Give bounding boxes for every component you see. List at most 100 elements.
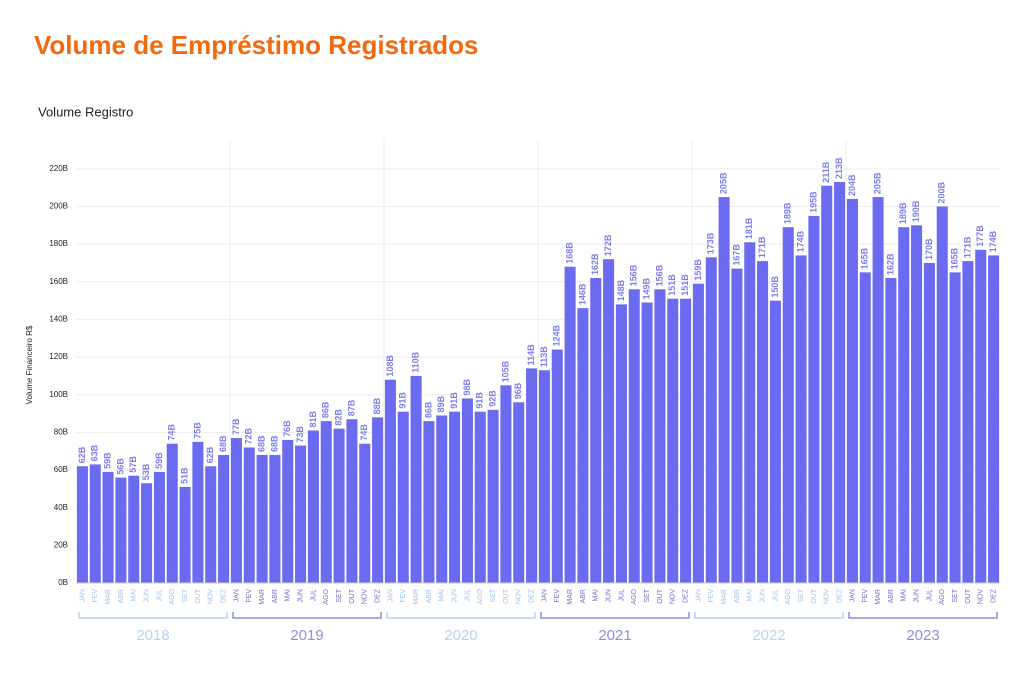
data-label: 96B bbox=[513, 382, 523, 399]
bar bbox=[474, 411, 486, 583]
x-tick-label: AGO bbox=[323, 588, 330, 604]
x-tick-label: ABR bbox=[426, 589, 433, 603]
year-bracket bbox=[78, 612, 228, 619]
x-tick-label: SET bbox=[336, 588, 343, 602]
bar bbox=[115, 477, 127, 583]
x-tick-label: MAR bbox=[875, 589, 882, 605]
bar bbox=[782, 227, 794, 583]
data-label: 114B bbox=[526, 344, 536, 366]
x-tick-label: OUT bbox=[657, 588, 664, 604]
data-label: 189B bbox=[898, 202, 908, 224]
x-tick-label: JUN bbox=[759, 589, 766, 603]
x-tick-label: JAN bbox=[79, 589, 86, 602]
x-tick-label: JUN bbox=[297, 589, 304, 603]
data-label: 156B bbox=[629, 264, 639, 286]
data-label: 159B bbox=[693, 259, 703, 281]
data-label: 76B bbox=[282, 420, 292, 437]
bar bbox=[898, 227, 910, 583]
y-tick-label: 40B bbox=[54, 503, 68, 512]
x-tick-label: DEZ bbox=[374, 588, 381, 603]
x-tick-label: DEZ bbox=[990, 588, 997, 603]
bar bbox=[680, 298, 692, 583]
data-label: 205B bbox=[872, 172, 882, 194]
y-tick-label: 140B bbox=[49, 315, 68, 324]
bar bbox=[320, 421, 332, 583]
bar bbox=[359, 443, 371, 583]
data-label: 68B bbox=[256, 435, 266, 452]
data-label: 213B bbox=[834, 157, 844, 179]
x-tick-label: NOV bbox=[516, 589, 523, 605]
bar bbox=[795, 255, 807, 583]
data-label: 168B bbox=[564, 242, 574, 264]
data-label: 51B bbox=[179, 467, 189, 484]
bar bbox=[243, 447, 255, 583]
bar bbox=[962, 261, 974, 583]
data-label: 113B bbox=[539, 346, 549, 368]
data-label: 91B bbox=[398, 392, 408, 409]
year-label: 2022 bbox=[752, 627, 785, 644]
x-tick-label: OUT bbox=[811, 588, 818, 604]
bar bbox=[153, 471, 165, 583]
x-tick-label: ABR bbox=[734, 589, 741, 603]
bar bbox=[179, 486, 191, 583]
data-label: 105B bbox=[500, 360, 510, 382]
year-label: 2018 bbox=[136, 627, 169, 644]
y-tick-label: 200B bbox=[49, 202, 68, 211]
x-tick-label: MAR bbox=[721, 589, 728, 605]
y-tick-label: 20B bbox=[54, 540, 68, 549]
chart-subtitle: Volume Registro bbox=[38, 104, 133, 119]
bar bbox=[410, 375, 422, 583]
bar bbox=[461, 398, 473, 583]
data-label: 146B bbox=[577, 283, 587, 305]
data-label: 59B bbox=[154, 452, 164, 469]
x-tick-label: FEV bbox=[862, 589, 869, 603]
x-tick-label: JAN bbox=[695, 589, 702, 602]
data-label: 98B bbox=[462, 378, 472, 395]
x-tick-label: MAI bbox=[285, 589, 292, 602]
x-tick-label: FEV bbox=[92, 589, 99, 603]
bar bbox=[692, 283, 704, 583]
bar bbox=[282, 439, 294, 583]
bar bbox=[667, 298, 679, 583]
year-label: 2023 bbox=[906, 627, 939, 644]
x-tick-label: MAR bbox=[105, 589, 112, 605]
data-label: 174B bbox=[795, 230, 805, 252]
bar bbox=[384, 379, 396, 583]
x-tick-label: NOV bbox=[362, 589, 369, 605]
bar bbox=[718, 197, 730, 583]
data-label: 165B bbox=[860, 247, 870, 269]
bar bbox=[307, 430, 319, 583]
data-label: 75B bbox=[192, 422, 202, 439]
x-tick-label: AGO bbox=[785, 588, 792, 604]
x-tick-label: ABR bbox=[272, 589, 279, 603]
data-label: 91B bbox=[449, 392, 459, 409]
data-label: 177B bbox=[975, 225, 985, 247]
x-tick-label: DEZ bbox=[836, 588, 843, 603]
bar bbox=[846, 198, 858, 584]
x-tick-label: ABR bbox=[118, 589, 125, 603]
data-label: 174B bbox=[988, 230, 998, 252]
x-tick-label: MAR bbox=[567, 589, 574, 605]
bar bbox=[744, 242, 756, 583]
data-label: 171B bbox=[962, 236, 972, 258]
x-tick-label: JUN bbox=[605, 589, 612, 603]
x-tick-label: ABR bbox=[888, 589, 895, 603]
y-tick-label: 80B bbox=[54, 428, 68, 437]
bar bbox=[872, 197, 884, 583]
x-tick-label: SET bbox=[798, 588, 805, 602]
bar bbox=[577, 308, 589, 583]
x-tick-label: FEV bbox=[554, 589, 561, 603]
x-tick-label: ABR bbox=[580, 589, 587, 603]
data-label: 57B bbox=[128, 456, 138, 473]
x-tick-label: OUT bbox=[965, 588, 972, 604]
x-tick-label: MAI bbox=[439, 589, 446, 602]
y-tick-label: 0B bbox=[58, 578, 68, 587]
data-label: 53B bbox=[141, 463, 151, 480]
x-tick-label: JUL bbox=[926, 589, 933, 602]
data-label: 88B bbox=[372, 397, 382, 414]
x-tick-label: JAN bbox=[233, 589, 240, 602]
year-label: 2021 bbox=[598, 627, 631, 644]
bar bbox=[885, 278, 897, 583]
data-label: 73B bbox=[295, 426, 305, 443]
